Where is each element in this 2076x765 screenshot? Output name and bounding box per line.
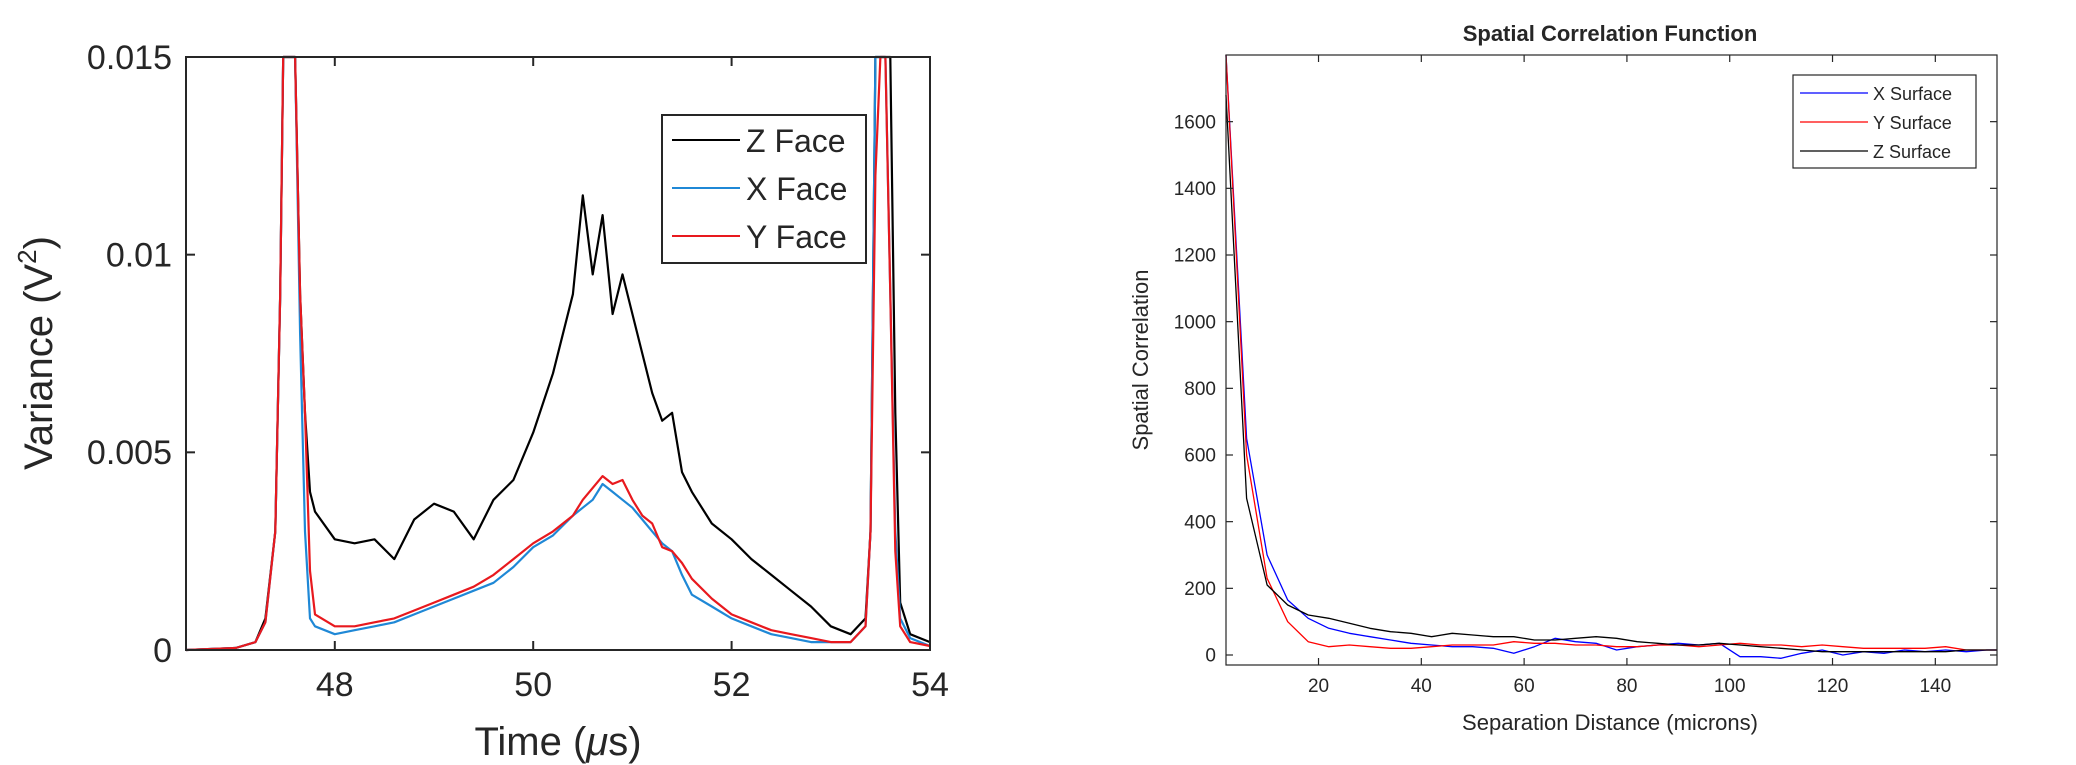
chart1-series-group [185,55,931,652]
chart2-y-tick-label: 1000 [1174,312,1216,333]
chart2-y-tick-label: 1400 [1174,179,1216,200]
chart2-x-tick-label: 60 [1514,676,1535,697]
chart2-title: Spatial Correlation Function [1463,21,1758,46]
chart2-axes-box [1225,54,1998,666]
chart1-y-tick-label: 0 [153,632,172,670]
chart1-x-tick-label: 52 [713,666,751,704]
chart2-ticks: 20 40 60 80 100 120 14002004006008001000120014… [1174,55,1997,697]
chart1-x-tick-label: 54 [911,666,949,704]
chart2-y-tick-label: 800 [1184,379,1216,400]
chart1-series-y-face [185,55,931,652]
chart1-ticks: 48 50 52 54 0 0.005 0.01 0.015 [87,39,949,704]
chart1-x-axis-label: Time (μs) [474,720,641,764]
chart2-legend: X Surface Y Surface Z Surface [1792,74,1977,169]
chart2-y-tick-label: 200 [1184,579,1216,600]
chart2-x-tick-label: 140 [1919,676,1951,697]
chart1-y-axis-label: Variance (V2) [12,236,61,470]
legend-label-y-surface: Y Surface [1873,113,1952,133]
chart2-series-y-surface [1225,54,1997,651]
legend-label-x-face: X Face [746,171,847,207]
chart2-series-x-surface [1225,54,1997,659]
chart2-y-tick-label: 600 [1184,446,1216,467]
variance-chart: 48 50 52 54 0 0.005 0.01 0.015 Time (μs) Varian… [12,39,949,764]
chart2-x-tick-label: 80 [1616,676,1637,697]
chart2-series-group [1225,54,1997,659]
chart2-y-tick-label: 0 [1205,646,1216,667]
legend-label-y-face: Y Face [746,219,847,255]
chart2-x-tick-label: 120 [1817,676,1849,697]
chart2-series-z-surface [1225,94,1997,653]
chart2-x-tick-label: 40 [1411,676,1432,697]
spatial-correlation-chart: Spatial Correlation Function 20 40 60 80 100… [1128,21,1998,735]
chart2-y-axis-label: Spatial Correlation [1128,270,1153,451]
chart2-x-tick-label: 20 [1308,676,1329,697]
chart1-legend: Z Face X Face Y Face [661,114,867,264]
chart1-y-tick-label: 0.01 [106,237,172,275]
chart1-x-tick-label: 48 [316,666,354,704]
chart1-axes-box [185,56,931,651]
chart2-y-tick-label: 1200 [1174,246,1216,267]
legend-label-x-surface: X Surface [1873,84,1952,104]
chart2-x-tick-label: 100 [1714,676,1746,697]
legend-label-z-face: Z Face [746,123,846,159]
chart1-x-tick-label: 50 [514,666,552,704]
chart2-x-axis-label: Separation Distance (microns) [1462,710,1758,735]
chart1-y-tick-label: 0.015 [87,39,172,77]
legend-label-z-surface: Z Surface [1873,142,1951,162]
chart2-y-tick-label: 400 [1184,512,1216,533]
chart1-y-tick-label: 0.005 [87,434,172,472]
chart2-y-tick-label: 1600 [1174,112,1216,133]
